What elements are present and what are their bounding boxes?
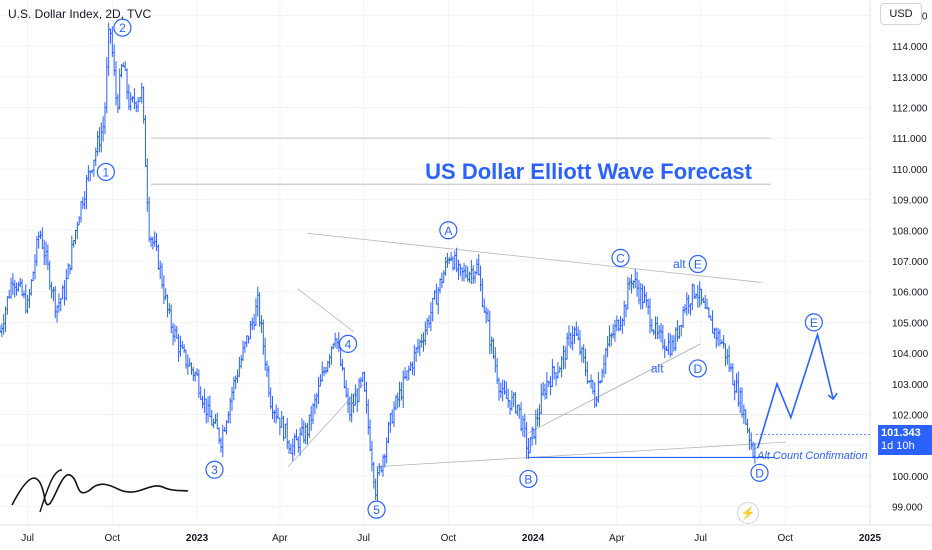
trendline <box>588 343 701 403</box>
wave-label-5 <box>367 500 386 519</box>
x-tick-label: Oct <box>105 533 121 544</box>
y-tick-label: 105.000 <box>892 318 929 329</box>
wave-label-e-alt-text: E <box>694 258 702 272</box>
currency-button[interactable]: USD <box>880 3 922 25</box>
y-tick-label: 104.000 <box>892 349 929 360</box>
wave-label-c-text: C <box>616 251 625 265</box>
wave-label-e <box>804 313 823 332</box>
wave-label-c <box>611 248 630 267</box>
x-tick-label: Oct <box>441 533 457 544</box>
forecast-arrowhead <box>827 392 838 401</box>
y-tick-label: 111.000 <box>892 134 927 145</box>
wave-label-2 <box>113 18 132 37</box>
wave-label-a <box>439 221 458 240</box>
x-tick-label: 2025 <box>859 533 882 544</box>
alt-confirmation-text: Alt Count Confirmation <box>756 450 868 462</box>
wave-label-e-alt <box>688 254 707 274</box>
y-tick-label: 109.000 <box>892 196 929 207</box>
wave-label-5-text: 5 <box>373 503 380 517</box>
wave-label-e-text: E <box>810 316 818 330</box>
wave-label-b-text: B <box>524 472 532 486</box>
y-tick-label: 110.000 <box>892 165 928 176</box>
y-tick-label: 106.000 <box>892 288 929 299</box>
y-tick-label: 108.000 <box>892 226 929 237</box>
alt-label-d: alt <box>651 361 664 375</box>
forecast-path <box>756 331 834 449</box>
y-tick-label: 113.000 <box>892 73 928 84</box>
wave-label-4-text: 4 <box>345 337 352 351</box>
x-tick-label: Apr <box>272 533 288 544</box>
y-tick-label: 112.000 <box>892 103 928 114</box>
lightning-icon[interactable]: ⚡ <box>737 502 759 524</box>
wave-label-2-text: 2 <box>119 21 126 35</box>
wave-label-b <box>519 469 538 489</box>
x-tick-label: 2024 <box>522 533 545 544</box>
trendline <box>297 288 354 332</box>
x-tick-label: Oct <box>778 533 794 544</box>
wave-label-3 <box>205 460 224 479</box>
y-tick-label: 103.000 <box>892 380 929 391</box>
last-price-value: 101.343 <box>881 427 921 439</box>
wave-label-d-alt <box>688 359 707 378</box>
x-tick-label: 2023 <box>186 533 209 544</box>
y-tick-label: 114.000 <box>892 42 928 53</box>
x-tick-label: Jul <box>21 533 34 544</box>
last-price-tag: 101.343 1d 10h <box>878 425 932 455</box>
trendline <box>287 383 364 467</box>
trendline <box>307 232 762 283</box>
wave-label-3-text: 3 <box>211 463 218 477</box>
wave-label-d <box>750 463 769 482</box>
signature-logo <box>11 474 189 506</box>
headline-text: US Dollar Elliott Wave Forecast <box>425 159 752 184</box>
wave-label-d-alt-text: D <box>694 362 703 376</box>
x-tick-label: Apr <box>609 533 625 544</box>
wave-label-1 <box>96 162 115 182</box>
wave-label-d-text: D <box>755 466 764 480</box>
y-tick-label: 107.000 <box>892 257 929 268</box>
y-tick-label: 99.000 <box>892 503 923 514</box>
bar-countdown: 1d 10h <box>881 440 915 452</box>
chart-title: U.S. Dollar Index, 2D, TVC <box>8 7 152 21</box>
y-tick-label: 100.000 <box>892 472 929 483</box>
alt-label-e: alt <box>673 257 686 271</box>
wave-label-1-text: 1 <box>103 165 110 179</box>
wave-label-4 <box>338 334 358 353</box>
trendline <box>376 441 786 468</box>
x-tick-label: Jul <box>694 533 707 544</box>
wave-label-a-text: A <box>444 224 452 238</box>
signature-logo-stroke <box>39 469 63 513</box>
y-tick-label: 102.000 <box>892 410 929 421</box>
x-tick-label: Jul <box>357 533 370 544</box>
